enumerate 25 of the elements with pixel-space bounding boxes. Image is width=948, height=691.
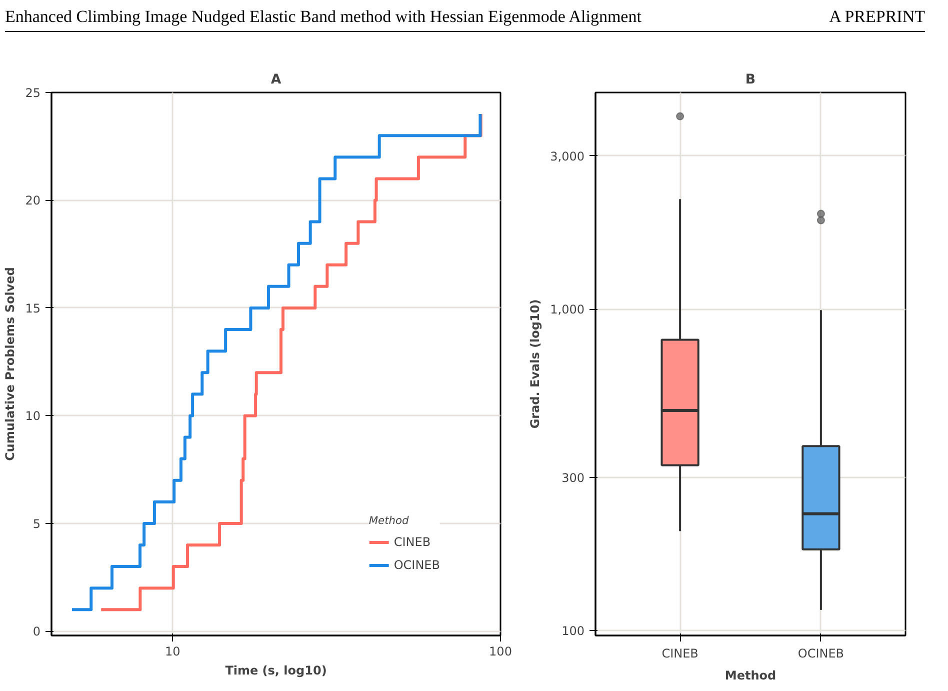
chart-title: A [270,72,282,88]
x-axis-title: Method [724,668,776,682]
y-tick-label: 15 [25,301,41,316]
y-tick-label: 1,000 [550,302,585,317]
legend-title: Method [368,514,410,527]
y-tick-label: 0 [32,624,41,639]
y-tick-label: 5 [32,516,41,531]
x-tick-label: OCINEB [798,646,844,660]
x-tick-label: CINEB [662,646,698,660]
legend-label: CINEB [394,535,431,549]
text: A PREPRINT [829,6,925,28]
y-tick-label: 20 [25,194,41,208]
y-tick-label: 25 [25,86,41,100]
legend-label: OCINEB [394,558,440,572]
chart-title: B [745,72,756,88]
y-tick-label: 100 [562,624,584,638]
y-tick-label: 300 [562,470,584,485]
y-axis-title: Cumulative Problems Solved [3,267,18,461]
y-tick-label: 10 [25,409,41,424]
x-tick-label: 10 [165,644,180,658]
x-tick-label: 100 [489,644,512,658]
y-tick-label: 3,000 [550,149,585,164]
text: Enhanced Climbing Image Nudged Elastic Band method with Hessian Eigenmode Alignment [5,6,642,28]
x-axis-title: Time (s, log10) [225,664,327,678]
y-axis-title: Grad. Evals (log10) [528,299,542,429]
